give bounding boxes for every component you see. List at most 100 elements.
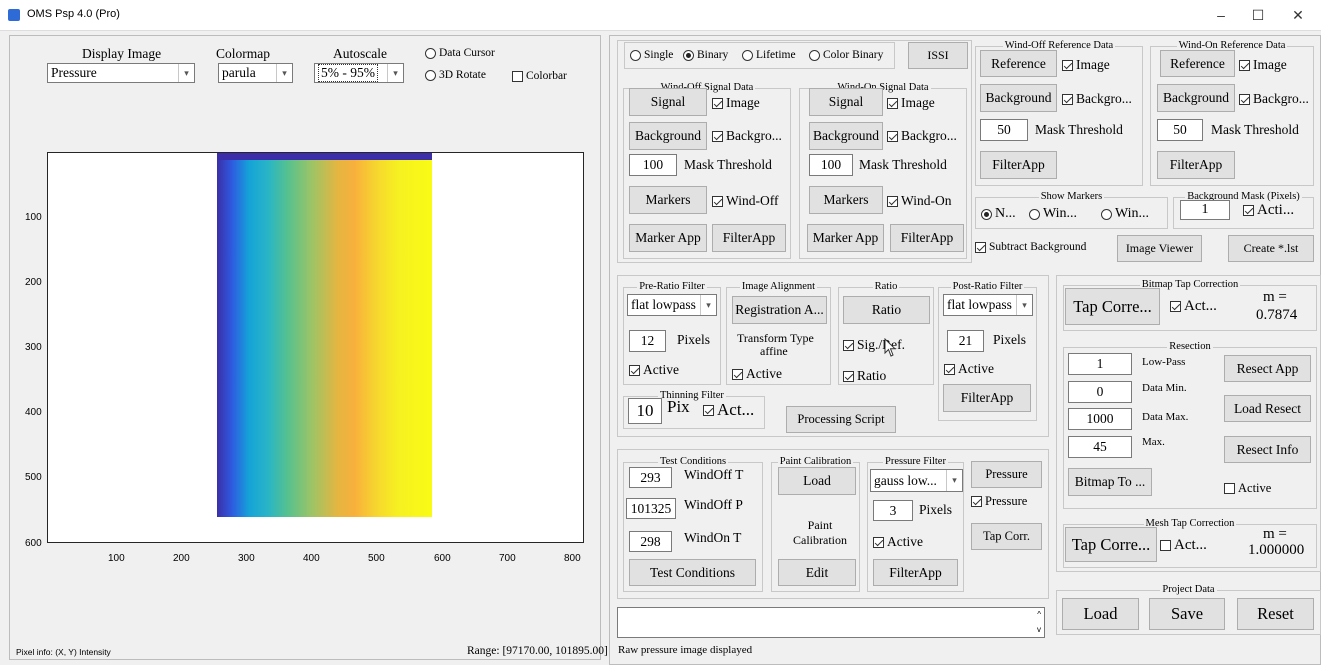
wind-off-ref-backgro-checkbox[interactable]: Backgro... [1062, 91, 1132, 107]
pressure-pixels-input[interactable]: 3 [873, 500, 913, 521]
color-binary-radio[interactable]: Color Binary [809, 49, 883, 61]
data-min-input[interactable]: 0 [1068, 381, 1132, 403]
wind-on-signal-button[interactable]: Signal [809, 88, 883, 116]
data-max-input[interactable]: 1000 [1068, 408, 1132, 430]
bitmap-tap-correction-button[interactable]: Tap Corre... [1065, 288, 1160, 325]
pressure-filter-select[interactable]: gauss low... ▾ [870, 469, 963, 492]
pressure-filter-active-checkbox[interactable]: Active [873, 534, 923, 550]
mesh-tap-active-checkbox[interactable]: Act... [1160, 537, 1207, 554]
background-mask-active-checkbox[interactable]: Acti... [1243, 202, 1294, 219]
max-input[interactable]: 45 [1068, 436, 1132, 458]
create-lst-button[interactable]: Create *.lst [1228, 235, 1314, 262]
registration-button[interactable]: Registration A... [732, 296, 827, 324]
single-radio[interactable]: Single [630, 49, 673, 61]
autoscale-select[interactable]: 5% - 95% ▾ [314, 63, 404, 83]
wind-off-ref-image-checkbox[interactable]: Image [1062, 57, 1110, 73]
wind-off-checkbox[interactable]: Wind-Off [712, 193, 778, 209]
scroll-up-icon[interactable]: ^ [1037, 610, 1041, 619]
wind-on-image-checkbox[interactable]: Image [887, 95, 935, 111]
windoff-t-input[interactable]: 293 [629, 467, 672, 488]
mesh-tap-correction-button[interactable]: Tap Corre... [1065, 527, 1157, 562]
colormap-select[interactable]: parula ▾ [218, 63, 293, 83]
3d-rotate-radio[interactable]: 3D Rotate [425, 69, 486, 81]
bitmap-tap-active-checkbox[interactable]: Act... [1170, 298, 1217, 315]
background-mask-input[interactable]: 1 [1180, 200, 1230, 220]
pre-ratio-pixels-input[interactable]: 12 [629, 330, 666, 352]
binary-radio[interactable]: Binary [683, 49, 728, 61]
wind-on-ref-backgro-checkbox[interactable]: Backgro... [1239, 91, 1309, 107]
wind-off-filter-app-button[interactable]: FilterApp [712, 224, 786, 252]
wind-on-ref-image-checkbox[interactable]: Image [1239, 57, 1287, 73]
colorbar-checkbox[interactable]: Colorbar [512, 70, 567, 82]
wind-off-signal-button[interactable]: Signal [629, 88, 707, 116]
wind-on-marker-app-button[interactable]: Marker App [807, 224, 884, 252]
paint-cal-edit-button[interactable]: Edit [778, 559, 856, 586]
load-resect-button[interactable]: Load Resect [1224, 395, 1311, 422]
thinning-active-checkbox[interactable]: Act... [703, 400, 754, 420]
windoff-p-input[interactable]: 101325 [626, 498, 676, 519]
windon-t-input[interactable]: 298 [629, 531, 672, 552]
paint-cal-load-button[interactable]: Load [778, 467, 856, 495]
bitmap-to-button[interactable]: Bitmap To ... [1068, 468, 1152, 496]
processing-script-button[interactable]: Processing Script [786, 406, 896, 433]
minimize-button[interactable]: – [1217, 7, 1225, 23]
wind-on-filter-app-button[interactable]: FilterApp [890, 224, 964, 252]
wind-off-markers-button[interactable]: Markers [629, 186, 707, 214]
data-cursor-radio[interactable]: Data Cursor [425, 47, 495, 59]
wind-on-backgro-checkbox[interactable]: Backgro... [887, 128, 957, 144]
show-markers-wind-off-radio[interactable]: Win... [1029, 206, 1077, 222]
tap-corr-button[interactable]: Tap Corr. [971, 523, 1042, 550]
wind-on-markers-button[interactable]: Markers [809, 186, 883, 214]
pre-ratio-filter-select[interactable]: flat lowpass ▾ [627, 294, 717, 316]
wind-off-ref-filter-app-button[interactable]: FilterApp [980, 151, 1057, 179]
post-ratio-filter-select[interactable]: flat lowpass ▾ [943, 294, 1033, 316]
lifetime-radio[interactable]: Lifetime [742, 49, 796, 61]
wind-on-ref-filter-app-button[interactable]: FilterApp [1157, 151, 1235, 179]
project-reset-button[interactable]: Reset [1237, 598, 1314, 630]
maximize-button[interactable]: ☐ [1251, 7, 1265, 23]
show-markers-wind-on-radio[interactable]: Win... [1101, 206, 1149, 222]
thinning-input[interactable]: 10 [628, 398, 662, 424]
close-button[interactable]: ✕ [1292, 7, 1304, 23]
wind-on-ref-mask-input[interactable]: 50 [1157, 119, 1203, 141]
resect-app-button[interactable]: Resect App [1224, 355, 1311, 382]
project-load-button[interactable]: Load [1062, 598, 1139, 630]
wind-off-ref-background-button[interactable]: Background [980, 84, 1057, 112]
wind-on-background-button[interactable]: Background [809, 122, 883, 150]
post-ratio-pixels-input[interactable]: 21 [947, 330, 984, 352]
subtract-background-checkbox[interactable]: Subtract Background [975, 241, 1086, 253]
wind-on-checkbox[interactable]: Wind-On [887, 193, 951, 209]
test-conditions-button[interactable]: Test Conditions [629, 559, 756, 586]
display-image-select[interactable]: Pressure ▾ [47, 63, 195, 83]
wind-off-ref-mask-input[interactable]: 50 [980, 119, 1028, 141]
post-ratio-filter-app-button[interactable]: FilterApp [943, 384, 1031, 412]
scroll-down-icon[interactable]: v [1037, 625, 1041, 634]
project-save-button[interactable]: Save [1149, 598, 1225, 630]
wind-on-reference-button[interactable]: Reference [1160, 50, 1235, 77]
post-ratio-active-checkbox[interactable]: Active [944, 361, 994, 377]
ratio-checkbox[interactable]: Ratio [843, 368, 886, 384]
resect-info-button[interactable]: Resect Info [1224, 436, 1311, 463]
issi-button[interactable]: ISSI [908, 42, 968, 69]
pressure-checkbox[interactable]: Pressure [971, 494, 1027, 509]
plot-axes[interactable] [47, 152, 584, 543]
image-viewer-button[interactable]: Image Viewer [1117, 235, 1202, 262]
resection-active-checkbox[interactable]: Active [1224, 481, 1271, 496]
wind-off-background-button[interactable]: Background [629, 122, 707, 150]
wind-off-mask-input[interactable]: 100 [629, 154, 677, 176]
lowpass-input[interactable]: 1 [1068, 353, 1132, 375]
wind-on-mask-input[interactable]: 100 [809, 154, 853, 176]
wind-off-image-checkbox[interactable]: Image [712, 95, 760, 111]
pre-ratio-active-checkbox[interactable]: Active [629, 362, 679, 378]
alignment-active-checkbox[interactable]: Active [732, 366, 782, 382]
pressure-filter-app-button[interactable]: FilterApp [873, 559, 958, 586]
pressure-button[interactable]: Pressure [971, 461, 1042, 488]
range-readout: Range: [97170.00, 101895.00] [467, 645, 608, 657]
wind-off-marker-app-button[interactable]: Marker App [629, 224, 707, 252]
wind-off-reference-button[interactable]: Reference [980, 50, 1057, 77]
show-markers-none-radio[interactable]: N... [981, 206, 1016, 222]
wind-off-backgro-checkbox[interactable]: Backgro... [712, 128, 782, 144]
wind-on-ref-background-button[interactable]: Background [1157, 84, 1235, 112]
log-textarea[interactable]: ^ v [617, 607, 1045, 638]
ratio-button[interactable]: Ratio [843, 296, 930, 324]
